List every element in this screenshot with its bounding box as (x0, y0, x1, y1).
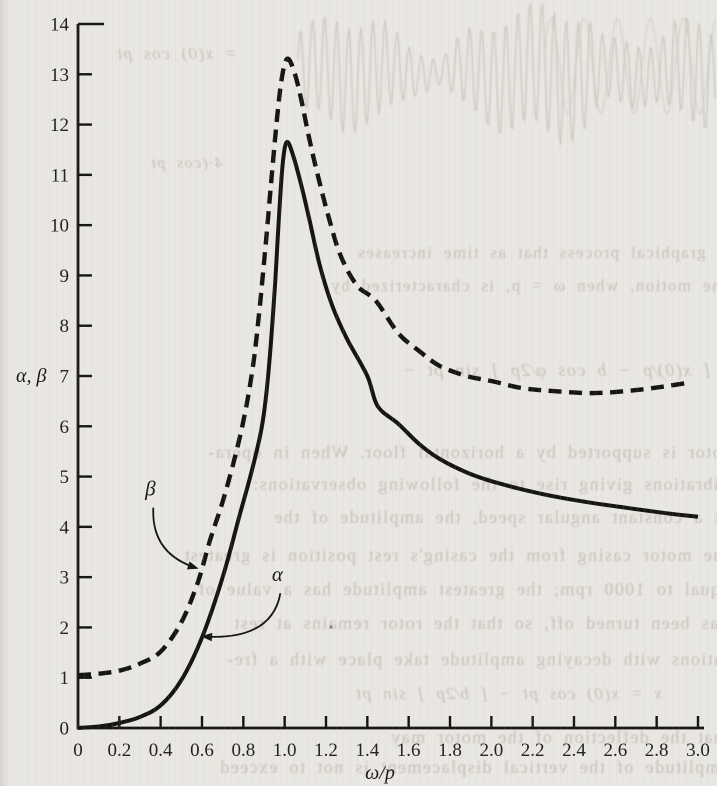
y-tick-label: 9 (60, 266, 70, 287)
bleed-waveform-group (297, 3, 716, 145)
x-axis-title: ω/p (365, 762, 395, 784)
annotation-alpha-label: α (272, 562, 284, 586)
y-tick-label: 7 (60, 367, 70, 388)
x-tick-label: 1.4 (355, 740, 379, 761)
annotations-group: βα (144, 477, 284, 642)
x-tick-label: 1.2 (314, 740, 338, 761)
y-tick-label: 0 (60, 719, 70, 740)
x-tick-label: 0.2 (107, 740, 131, 761)
x-tick-label: 2.2 (521, 740, 545, 761)
y-tick-label: 14 (50, 15, 70, 36)
axis-lines (76, 24, 704, 730)
curves-group (77, 56, 699, 730)
y-tick-label: 12 (50, 115, 69, 136)
leader-line-beta (152, 507, 198, 569)
x-tick-label: 0.8 (231, 740, 255, 761)
x-tick-label: 2.4 (562, 740, 586, 761)
x-tick-label: 1.0 (273, 740, 297, 761)
y-axis-title: α, β (16, 365, 46, 387)
y-tick-label: 13 (50, 65, 69, 86)
leader-arrowhead-beta (186, 561, 199, 570)
annotation-beta-label: β (144, 477, 156, 501)
x-tick-label: 0 (73, 740, 83, 761)
bleed-waveform-slow (544, 16, 716, 116)
x-tick-label: 1.8 (438, 740, 462, 761)
y-tick-label: 10 (50, 216, 69, 237)
ink-speck (329, 625, 333, 629)
leader-arrowhead-alpha (201, 632, 213, 642)
y-tick-label: 5 (60, 467, 70, 488)
x-tick-label: 2.6 (603, 740, 627, 761)
y-tick-label: 6 (60, 417, 70, 438)
y-tick-label: 4 (60, 517, 70, 538)
curve-alpha (77, 139, 699, 730)
bleed-waveform-fast (297, 3, 716, 145)
y-tick-label: 1 (60, 668, 70, 689)
y-tick-label: 11 (51, 165, 69, 186)
x-tick-label: 2.8 (645, 740, 669, 761)
y-tick-label: 8 (60, 316, 70, 337)
x-tick-label: 2.0 (479, 740, 503, 761)
y-tick-label: 2 (60, 618, 70, 639)
x-tick-label: 0.6 (190, 740, 214, 761)
curve-beta (77, 56, 691, 678)
x-tick-label: 3.0 (686, 740, 710, 761)
x-tick-label: 0.4 (149, 740, 173, 761)
x-tick-label: 1.6 (397, 740, 421, 761)
y-tick-label: 3 (60, 568, 70, 589)
leader-line-alpha (202, 593, 282, 638)
